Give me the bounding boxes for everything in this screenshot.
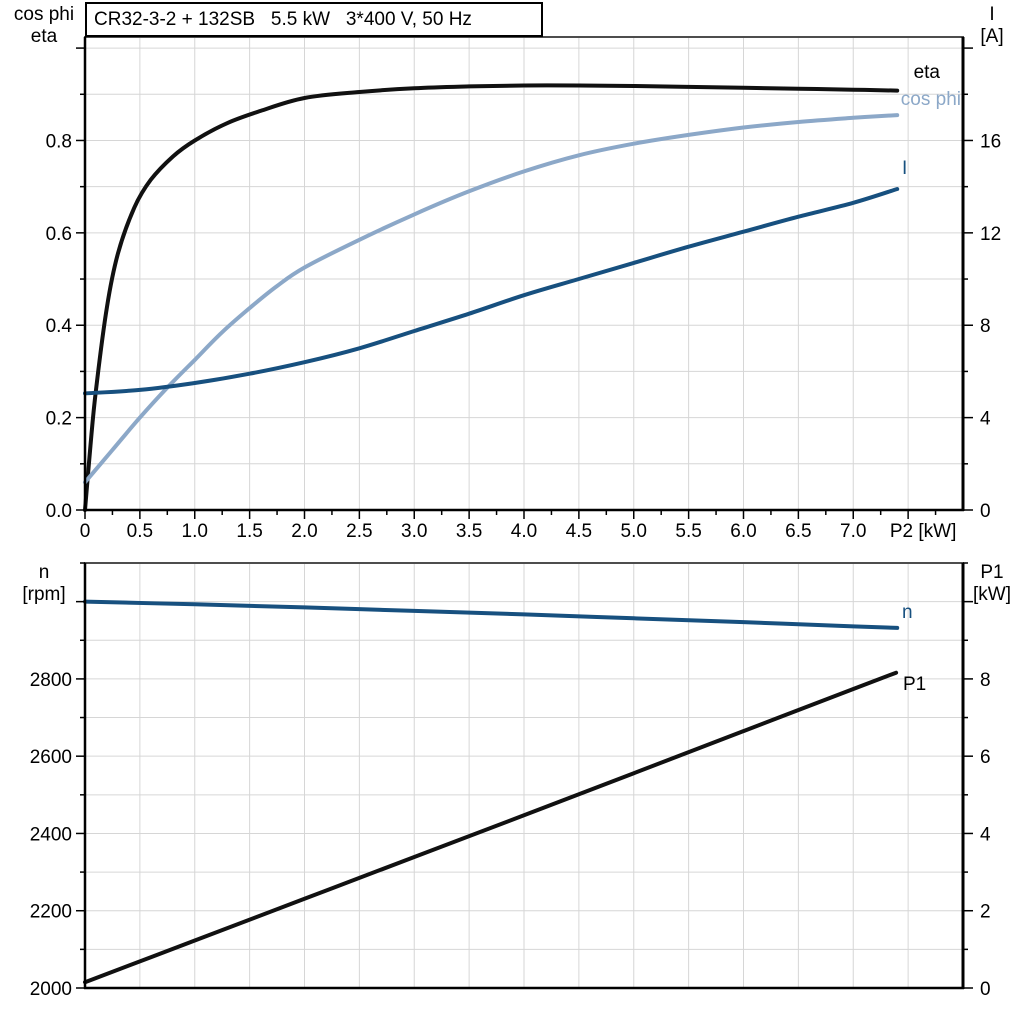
x-tick-label: 2.0 bbox=[291, 521, 317, 542]
y-left-tick-label: 0.4 bbox=[46, 316, 73, 337]
series-curve-P1 bbox=[83, 670, 899, 985]
x-tick-label: 0 bbox=[80, 521, 91, 542]
y-right-tick-label: 6 bbox=[980, 747, 991, 768]
x-tick-label: 2.5 bbox=[346, 521, 372, 542]
axis-title-n: n bbox=[38, 562, 50, 583]
y-right-tick-label: 8 bbox=[980, 670, 991, 691]
x-tick-label: 0.5 bbox=[127, 521, 153, 542]
y-right-tick-label: 8 bbox=[980, 316, 991, 337]
series-label-I: I bbox=[902, 158, 907, 179]
series-label-eta: eta bbox=[914, 62, 941, 83]
y-right-tick-label: 4 bbox=[980, 409, 991, 430]
series-label-n: n bbox=[902, 602, 913, 623]
axis-title-rpm-unit: [rpm] bbox=[22, 584, 66, 605]
series-curve-eta bbox=[83, 83, 900, 512]
y-right-tick-label: 4 bbox=[980, 824, 991, 845]
x-tick-label: 5.5 bbox=[675, 521, 701, 542]
series-curve-cos-phi bbox=[83, 113, 900, 485]
top-left-axis-title: cos phi eta bbox=[8, 4, 80, 48]
axis-title-amps-unit: [A] bbox=[980, 26, 1004, 47]
y-left-tick-label: 2200 bbox=[30, 902, 72, 923]
y-left-tick-label: 0.8 bbox=[46, 131, 72, 152]
y-left-tick-label: 0.2 bbox=[46, 409, 72, 430]
x-tick-label: 4.5 bbox=[566, 521, 592, 542]
series-label-cos-phi: cos phi bbox=[901, 89, 961, 110]
x-tick-label: 6.0 bbox=[730, 521, 756, 542]
series-curve-n bbox=[83, 599, 900, 630]
y-right-tick-label: 12 bbox=[980, 224, 1001, 245]
axis-title-eta: eta bbox=[30, 26, 58, 47]
x-tick-label: 1.5 bbox=[236, 521, 262, 542]
axis-title-current: I bbox=[989, 4, 995, 25]
x-tick-label: 1.0 bbox=[182, 521, 208, 542]
series-label-P1: P1 bbox=[903, 674, 926, 695]
y-left-tick-label: 2400 bbox=[30, 824, 72, 845]
y-right-tick-label: 16 bbox=[980, 131, 1001, 152]
x-tick-label: 5.0 bbox=[621, 521, 647, 542]
bottom-left-axis-title: n [rpm] bbox=[8, 562, 80, 606]
bottom-right-axis-title: P1 [kW] bbox=[964, 562, 1020, 606]
y-left-tick-label: 2000 bbox=[30, 979, 72, 1000]
series-curve-I bbox=[83, 187, 900, 396]
x-tick-label: 7.0 bbox=[840, 521, 866, 542]
x-tick-label: 4.0 bbox=[511, 521, 537, 542]
y-right-tick-label: 2 bbox=[980, 902, 991, 923]
y-left-tick-label: 2600 bbox=[30, 747, 72, 768]
y-left-tick-label: 0.0 bbox=[46, 501, 72, 522]
axis-title-cos-phi: cos phi bbox=[13, 4, 75, 25]
top-chart-plot: eta cos phi I 0.0 0.2 0.4 0.6 0.8 0 4 8 12 16 0 0.5 1.0… bbox=[46, 36, 1001, 542]
y-right-tick-label: 0 bbox=[980, 979, 991, 1000]
x-axis-unit-label: P2 [kW] bbox=[890, 521, 957, 542]
y-left-tick-label: 0.6 bbox=[46, 224, 72, 245]
x-tick-label: 3.0 bbox=[401, 521, 427, 542]
top-right-axis-title: I [A] bbox=[966, 4, 1018, 48]
y-right-tick-label: 0 bbox=[980, 501, 991, 522]
x-tick-label: 3.5 bbox=[456, 521, 482, 542]
chart-title-box: CR32-3-2 + 132SB 5.5 kW 3*400 V, 50 Hz bbox=[85, 2, 543, 37]
y-left-tick-label: 2800 bbox=[30, 670, 72, 691]
axis-title-kw-unit: [kW] bbox=[973, 584, 1011, 605]
axis-title-p1: P1 bbox=[980, 562, 1004, 583]
bottom-chart-plot: n P1 2000 2200 2400 2600 2800 0 2 4 6 8 bbox=[30, 562, 991, 1000]
x-tick-label: 6.5 bbox=[785, 521, 811, 542]
